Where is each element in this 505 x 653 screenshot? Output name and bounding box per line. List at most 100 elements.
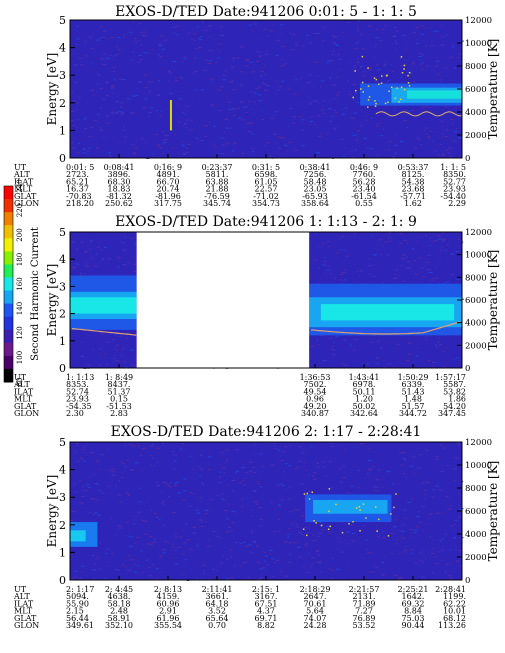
orbit-row-label: GLON	[14, 621, 39, 630]
temperature-tick-label: 4000	[465, 108, 487, 118]
temperature-point	[375, 78, 378, 81]
orbit-cell: 53.82	[443, 387, 466, 396]
orbit-cell: 0.55	[355, 199, 373, 208]
orbit-cell: 2.91	[159, 607, 177, 616]
temperature-point	[306, 492, 309, 495]
orbit-cell: 1: 1:13	[66, 373, 94, 382]
temperature-point	[394, 97, 397, 100]
orbit-cell: 51.43	[402, 387, 425, 396]
orbit-cell: 218.20	[66, 199, 94, 208]
orbit-cell: 6598.	[255, 170, 278, 179]
orbit-cell: 4.37	[257, 607, 275, 616]
orbit-cell: -71.02	[253, 192, 279, 201]
energy-tick-label: 5	[59, 436, 66, 449]
orbit-cell: 352.10	[105, 621, 133, 630]
colorbar-tick-label: 180	[16, 253, 24, 266]
energy-tick-label: 0	[59, 152, 66, 165]
temperature-trace-right	[311, 321, 461, 335]
orbit-cell: 65.21	[66, 177, 89, 186]
orbit-cell: 60.96	[157, 599, 180, 608]
orbit-row-label: ILAT	[14, 599, 34, 608]
orbit-cell: 2.15	[66, 607, 84, 616]
orbit-cell: 1:36:53	[300, 373, 331, 382]
orbit-cell: 1:57:17	[435, 373, 466, 382]
temperature-point	[395, 493, 397, 495]
orbit-cell: 8125.	[402, 170, 425, 179]
orbit-cell: 1.20	[355, 395, 373, 404]
orbit-cell: 2: 1:17	[66, 585, 94, 594]
colorbar-segment	[4, 199, 13, 213]
temperature-point	[352, 521, 354, 523]
orbit-cell: 68.30	[108, 177, 131, 186]
orbit-cell: 345.74	[203, 199, 231, 208]
orbit-cell: 7502.	[304, 380, 327, 389]
orbit-cell: -54.40	[440, 192, 466, 201]
orbit-cell: 7.27	[355, 607, 373, 616]
temperature-point	[408, 85, 411, 87]
orbit-cell: 18.83	[108, 185, 131, 194]
spike-marker	[169, 100, 172, 131]
colorbar-tick-label: 100	[16, 351, 24, 364]
orbit-cell: 3.52	[208, 607, 226, 616]
temperature-point	[362, 503, 365, 505]
temperature-trace	[375, 111, 463, 117]
temperature-point	[329, 525, 331, 528]
orbit-cell: 5587.	[443, 380, 466, 389]
ion-band-right	[309, 283, 462, 336]
orbit-cell: 4638.	[108, 592, 131, 601]
orbit-cell: 2.30	[66, 409, 84, 418]
temperature-tick-label: 2000	[465, 341, 487, 351]
orbit-cell: 3661.	[206, 592, 229, 601]
ion-band-left	[70, 522, 98, 547]
temperature-point	[403, 64, 406, 67]
orbit-cell: 20.74	[157, 185, 180, 194]
orbit-row-label: GLAT	[14, 192, 37, 201]
temperature-point	[361, 55, 364, 58]
temperature-tick-label: 10000	[465, 461, 492, 471]
temperature-point	[328, 488, 331, 490]
temperature-point	[354, 70, 356, 72]
colorbar-segment	[4, 316, 13, 331]
orbit-row-label: UT	[14, 585, 27, 594]
orbit-row-label: GLAT	[14, 402, 37, 411]
temperature-tick-label: 2000	[465, 131, 487, 141]
orbit-cell: 0:53:37	[398, 163, 429, 172]
temperature-point	[380, 82, 383, 84]
temperature-point	[401, 72, 404, 74]
energy-axis-label: Energy [eV]	[45, 475, 59, 548]
orbit-cell: 342.64	[350, 409, 378, 418]
temperature-point	[335, 503, 337, 506]
temperature-point	[403, 68, 405, 70]
orbit-cell: 2: 4:45	[105, 585, 133, 594]
orbit-row-label: MLT	[14, 395, 33, 404]
temperature-point	[303, 493, 306, 495]
orbit-cell: 51.37	[108, 387, 131, 396]
orbit-cell: 113.26	[438, 621, 466, 630]
orbit-cell: 21.88	[206, 185, 229, 194]
energy-tick-label: 5	[59, 14, 66, 27]
orbit-cell: 49.20	[304, 402, 327, 411]
orbit-cell: 24.28	[304, 621, 327, 630]
orbit-cell: 16.37	[66, 185, 89, 194]
orbit-cell: 50.02	[353, 402, 376, 411]
orbit-cell: 1.86	[448, 395, 466, 404]
colorbar-tick-label: 120	[16, 326, 24, 339]
colorbar-segment	[4, 251, 13, 265]
spectrogram-panel-3: EXOS-D/TED Date:941206 2: 1:17 - 2:28:41…	[13, 424, 500, 630]
orbit-row-label: ALT	[13, 170, 30, 179]
orbit-cell: 2.29	[448, 199, 466, 208]
orbit-cell: 1.62	[404, 199, 422, 208]
orbit-cell: -81.96	[155, 192, 181, 201]
colorbar-segment	[4, 277, 13, 292]
orbit-cell: 7760.	[353, 170, 376, 179]
colorbar-tick-label: 80	[16, 378, 24, 387]
temperature-point	[367, 67, 369, 69]
orbit-cell: 51.57	[402, 402, 425, 411]
temperature-point	[355, 507, 358, 509]
colorbar-segment	[4, 342, 13, 357]
orbit-cell: 64.18	[206, 599, 229, 608]
ion-band-left	[70, 275, 137, 330]
